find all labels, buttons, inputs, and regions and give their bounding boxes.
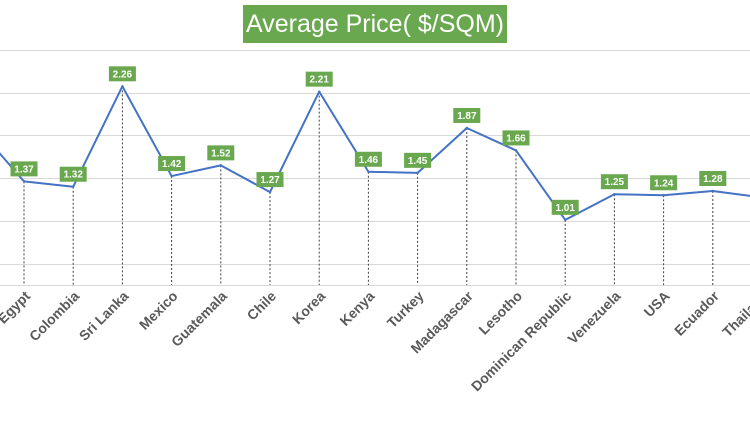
data-point [662,194,665,197]
data-label-box [108,66,136,82]
data-point [318,90,321,93]
x-tick-label: Mexico [136,288,181,333]
data-point [564,218,567,222]
data-point [170,174,173,178]
data-label: 1.42 [162,159,182,170]
data-point [22,180,26,183]
data-label-box [404,152,432,168]
data-point [367,170,370,173]
data-label: 1.27 [260,175,280,186]
x-tick-label: Ecuador [671,287,722,338]
data-label: 1.46 [359,155,379,166]
data-point [465,126,468,130]
data-label: 1.01 [555,203,575,214]
x-tick-label: Venezuela [564,288,623,347]
x-tick-label: Colombia [26,288,83,345]
data-label: 2.21 [309,75,329,86]
data-point [72,185,75,188]
data-label-box [59,166,87,182]
x-tick-label: Egypt [0,288,33,327]
data-label: 1.37 [14,164,34,175]
data-label: 2.26 [113,69,133,80]
data-label: 1.32 [63,170,83,181]
data-label-box [256,172,284,188]
data-point [416,171,419,175]
data-label: 1.87 [457,111,477,122]
data-label: 1.28 [703,174,723,185]
data-label-box [354,151,382,167]
x-tick-label: USA [641,288,673,320]
data-point [711,189,714,193]
x-tick-label: Sri Lanka [76,288,132,344]
x-tick-label: Korea [289,288,329,328]
x-tick-label: Kenya [336,288,377,329]
data-point [514,149,518,152]
data-label-box [699,171,727,186]
chart-title: Average Price( $/SQM) [243,5,507,43]
data-label-box [502,130,530,146]
data-label-box [305,71,333,87]
x-tick-label: Chile [244,288,280,324]
data-point [219,164,222,167]
data-label-box [650,175,678,191]
x-tick-label: Dominican Republic [468,288,575,395]
data-label: 1.52 [211,148,231,159]
data-point [268,190,272,194]
x-tick-label: Lesotho [475,288,525,338]
data-label: 1.45 [408,156,428,167]
data-label-box [10,161,38,177]
data-label: 1.25 [605,177,625,188]
data-point [613,193,616,196]
data-label: 1.24 [654,178,674,189]
data-label-box [551,199,579,215]
data-label-box [158,156,186,172]
x-tick-label: Turkey [384,288,427,331]
data-point [121,85,124,88]
data-label-box [600,174,628,190]
data-label-box [453,107,481,123]
x-tick-label: Thailand [719,288,750,340]
data-label-box [207,145,235,161]
data-label: 1.66 [506,133,526,144]
